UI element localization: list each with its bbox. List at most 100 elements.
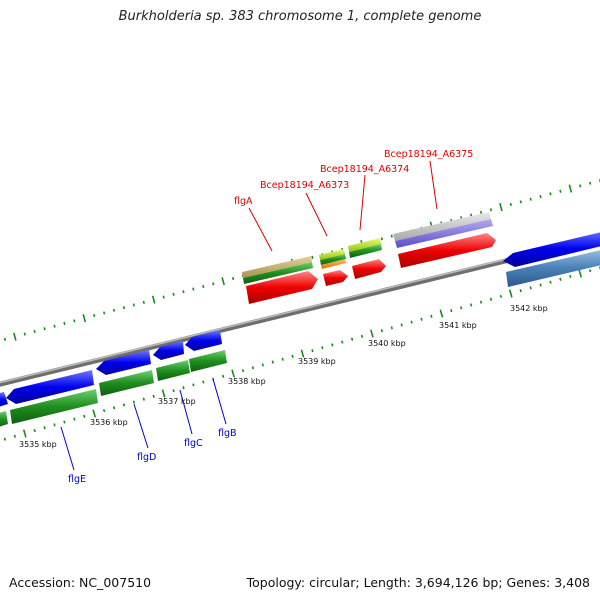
- tick-label-3539: 3539 kbp: [298, 357, 336, 366]
- major-tick: [499, 203, 503, 212]
- major-tick: [161, 389, 166, 398]
- minor-tick: [331, 343, 334, 347]
- minor-tick: [182, 290, 185, 294]
- major-tick: [300, 349, 305, 358]
- minor-tick: [271, 360, 274, 364]
- minor-tick: [281, 357, 284, 361]
- minor-tick: [559, 277, 562, 281]
- minor-tick: [489, 297, 493, 301]
- minor-tick: [231, 276, 235, 281]
- minor-tick: [529, 286, 532, 290]
- minor-tick: [182, 386, 185, 390]
- minor-tick: [53, 423, 56, 427]
- minor-tick: [589, 181, 592, 185]
- minor-tick: [43, 426, 46, 430]
- minor-tick: [152, 394, 155, 398]
- gene-flgB: [185, 330, 227, 372]
- minor-tick: [450, 309, 453, 313]
- major-tick: [221, 277, 225, 286]
- minor-tick: [360, 334, 364, 338]
- minor-tick: [83, 414, 86, 418]
- gene-flgC: [153, 341, 190, 381]
- minor-tick: [261, 363, 264, 367]
- gene-flgE: [6, 370, 98, 424]
- minor-tick: [559, 189, 562, 193]
- gene-left-edge: [0, 392, 8, 427]
- major-tick: [82, 314, 87, 323]
- minor-tick: [142, 300, 145, 304]
- minor-tick: [549, 280, 552, 284]
- minor-tick: [132, 303, 135, 307]
- minor-tick: [93, 313, 96, 318]
- leader-lines-top: [248, 160, 438, 252]
- minor-tick: [509, 202, 512, 207]
- minor-tick: [73, 417, 76, 421]
- gene-label-flgD: flgD: [137, 452, 156, 463]
- minor-tick: [53, 324, 56, 328]
- major-tick: [578, 269, 583, 278]
- tick-label-3540: 3540 kbp: [368, 339, 406, 348]
- minor-tick: [222, 374, 225, 378]
- minor-tick: [251, 366, 255, 370]
- gene-labels-bottom: flgE flgD flgC flgB: [68, 428, 237, 485]
- minor-tick: [202, 284, 205, 289]
- major-tick: [92, 409, 97, 418]
- minor-tick: [569, 274, 572, 279]
- minor-tick: [539, 194, 542, 199]
- minor-tick: [589, 269, 592, 273]
- major-tick: [439, 309, 444, 318]
- minor-tick: [102, 409, 106, 413]
- minor-tick: [212, 282, 215, 286]
- minor-tick: [350, 337, 354, 341]
- minor-tick: [63, 321, 66, 326]
- accession-text: Accession: NC_007510: [9, 575, 152, 590]
- major-tick: [231, 369, 235, 378]
- minor-tick: [122, 403, 126, 407]
- gene-Bcep18194_A6373: [319, 249, 348, 286]
- tick-label-3538: 3538 kbp: [228, 377, 266, 386]
- minor-tick: [489, 208, 493, 212]
- minor-tick: [112, 308, 116, 312]
- minor-tick: [172, 292, 175, 296]
- minor-tick: [162, 295, 165, 299]
- minor-tick: [341, 340, 344, 344]
- minor-tick: [469, 303, 473, 307]
- minor-tick: [519, 200, 522, 204]
- minor-tick: [479, 300, 483, 304]
- tick-label-3535: 3535 kbp: [19, 440, 57, 449]
- major-tick: [22, 429, 27, 438]
- gene-flgA: [242, 256, 318, 304]
- minor-tick: [430, 314, 433, 318]
- minor-tick: [33, 329, 36, 334]
- minor-tick: [13, 434, 16, 438]
- minor-tick: [202, 380, 205, 384]
- minor-tick: [33, 428, 36, 433]
- minor-tick: [321, 346, 324, 350]
- feature-track-reverse: [0, 232, 600, 427]
- minor-tick: [460, 306, 463, 310]
- major-tick: [370, 329, 374, 338]
- feature-track-forward: [242, 212, 496, 304]
- minor-tick: [3, 437, 7, 441]
- gene-label-flgC: flgC: [184, 438, 203, 449]
- minor-tick: [192, 287, 195, 291]
- gene-label-flgB: flgB: [218, 428, 237, 439]
- minor-tick: [479, 210, 483, 214]
- minor-tick: [410, 320, 413, 324]
- gene-label-Bcep18194_A6375: Bcep18194_A6375: [384, 149, 473, 160]
- minor-tick: [529, 197, 532, 201]
- gene-flgD: [96, 350, 154, 396]
- minor-tick: [519, 289, 522, 293]
- minor-tick: [122, 306, 126, 310]
- minor-tick: [192, 383, 195, 387]
- gene-right-edge: [503, 232, 600, 287]
- major-tick: [508, 289, 513, 298]
- map-title: Burkholderia sp. 383 chromosome 1, compl…: [118, 9, 482, 24]
- minor-tick: [579, 184, 582, 188]
- gene-labels-top: flgA Bcep18194_A6373 Bcep18194_A6374 Bce…: [234, 149, 473, 207]
- leader-lines-bottom: [60, 378, 227, 471]
- minor-tick: [549, 192, 552, 196]
- minor-tick: [241, 369, 245, 373]
- gene-label-flgE: flgE: [68, 474, 86, 485]
